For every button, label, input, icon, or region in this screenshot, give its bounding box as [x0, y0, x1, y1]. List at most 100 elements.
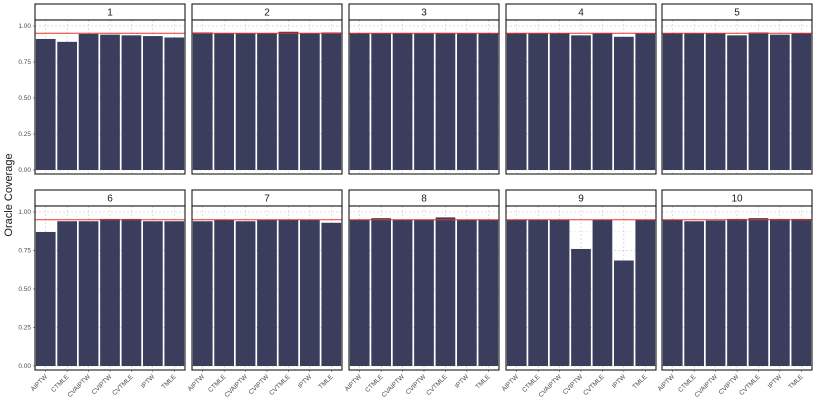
x-tick-label: IPTW — [767, 373, 784, 390]
bar-iptw — [143, 221, 163, 366]
y-tick-label: 0.50 — [18, 286, 31, 293]
facet-strip-label: 7 — [264, 194, 270, 205]
x-tick-label: CVIPTW — [91, 373, 114, 396]
bar-cvaiptw — [78, 33, 99, 170]
x-tick-label: CVAIPTW — [380, 373, 406, 399]
bar-cviptw — [100, 34, 120, 170]
facet-panel-5: 5 — [661, 3, 813, 175]
bar-cvtmle — [435, 32, 456, 170]
facet-strip-label: 8 — [421, 194, 427, 205]
facet-strip-label: 3 — [421, 8, 427, 19]
x-tick-label: CVIPTW — [405, 373, 428, 396]
x-tick-label: AIPTW — [501, 373, 521, 393]
bar-cvtmle — [748, 32, 769, 171]
panel-border — [34, 19, 186, 175]
x-tick-label: TMLE — [631, 373, 649, 391]
bar-cvtmle — [592, 33, 613, 171]
bar-cviptw — [257, 33, 277, 171]
bar-aiptw — [35, 232, 56, 366]
panel-border — [191, 19, 343, 175]
y-tick-label: 0.00 — [18, 167, 31, 174]
bar-aiptw — [662, 219, 683, 366]
bar-ctmle — [371, 218, 391, 366]
x-tick-label: CVTMLE — [738, 373, 762, 397]
y-tick-label: 0.75 — [18, 248, 31, 255]
x-tick-label: CVAIPTW — [66, 373, 92, 399]
bar-iptw — [457, 33, 477, 171]
x-tick-label: CTMLE — [50, 373, 71, 394]
bar-cvtmle — [278, 219, 299, 366]
bar-tmle — [478, 219, 499, 366]
bar-tmle — [635, 220, 656, 366]
facet-panel-1: 1 0.00 0.25 0.50 0.75 1.00 — [18, 3, 186, 175]
x-tick-label: CVAIPTW — [223, 373, 249, 399]
x-tick-label: TMLE — [317, 373, 335, 391]
x-tick-label: CVIPTW — [248, 373, 271, 396]
y-tick-label: 1.00 — [18, 23, 31, 30]
x-tick-label: CVTMLE — [582, 373, 606, 397]
bar-cvtmle — [278, 31, 299, 171]
bar-ctmle — [684, 33, 704, 170]
facet-panel-3: 3 — [348, 3, 500, 175]
bar-ctmle — [528, 220, 548, 366]
x-tick-label: AIPTW — [344, 373, 364, 393]
facet-panel-2: 2 — [191, 3, 343, 175]
bar-aiptw — [349, 33, 370, 171]
bar-cvaiptw — [235, 33, 256, 171]
y-tick-label: 0.00 — [18, 363, 31, 370]
bar-tmle — [478, 33, 499, 170]
x-tick-label: CVIPTW — [718, 373, 741, 396]
bar-iptw — [143, 36, 163, 170]
bar-cvaiptw — [392, 219, 413, 366]
x-tick-label: TMLE — [160, 373, 178, 391]
x-tick-label: TMLE — [787, 373, 805, 391]
bar-cvaiptw — [78, 221, 99, 366]
bar-iptw — [614, 36, 634, 170]
panel-border — [348, 19, 500, 175]
bar-iptw — [300, 33, 320, 171]
facet-strip-label: 2 — [264, 8, 270, 19]
facet-strip-label: 1 — [107, 8, 113, 19]
bar-tmle — [791, 33, 812, 170]
bar-cvaiptw — [549, 33, 570, 171]
bar-cvaiptw — [235, 221, 256, 366]
bar-aiptw — [35, 38, 56, 171]
bar-cviptw — [571, 35, 591, 170]
x-tick-label: IPTW — [297, 373, 314, 390]
y-tick-label: 0.75 — [18, 59, 31, 66]
bar-cvtmle — [592, 220, 613, 366]
bar-aiptw — [349, 219, 370, 366]
panel-border — [505, 19, 657, 175]
bar-ctmle — [214, 220, 234, 366]
facet-strip-label: 5 — [734, 8, 740, 19]
bar-cviptw — [727, 35, 747, 170]
bar-ctmle — [57, 41, 77, 171]
bar-cviptw — [100, 218, 120, 366]
facet-panel-4: 4 — [505, 3, 657, 175]
x-tick-label: AIPTW — [187, 373, 207, 393]
bar-ctmle — [57, 221, 77, 366]
bar-cviptw — [414, 33, 434, 171]
bar-ctmle — [684, 221, 704, 366]
x-tick-label: CVAIPTW — [537, 373, 563, 399]
bar-aiptw — [506, 220, 527, 366]
bar-cvaiptw — [392, 33, 413, 170]
bar-cvtmle — [121, 35, 142, 170]
x-tick-label: CTMLE — [364, 373, 385, 394]
bar-tmle — [321, 222, 342, 366]
bar-iptw — [457, 219, 477, 366]
facet-strip-label: 4 — [578, 8, 584, 19]
bar-tmle — [164, 37, 185, 170]
x-tick-label: CVAIPTW — [693, 373, 719, 399]
facet-strip-label: 10 — [731, 194, 743, 205]
bar-cvtmle — [435, 217, 456, 366]
y-tick-label: 0.25 — [18, 325, 31, 332]
y-tick-label: 0.25 — [18, 131, 31, 138]
bar-iptw — [300, 219, 320, 366]
y-tick-label: 0.50 — [18, 95, 31, 102]
